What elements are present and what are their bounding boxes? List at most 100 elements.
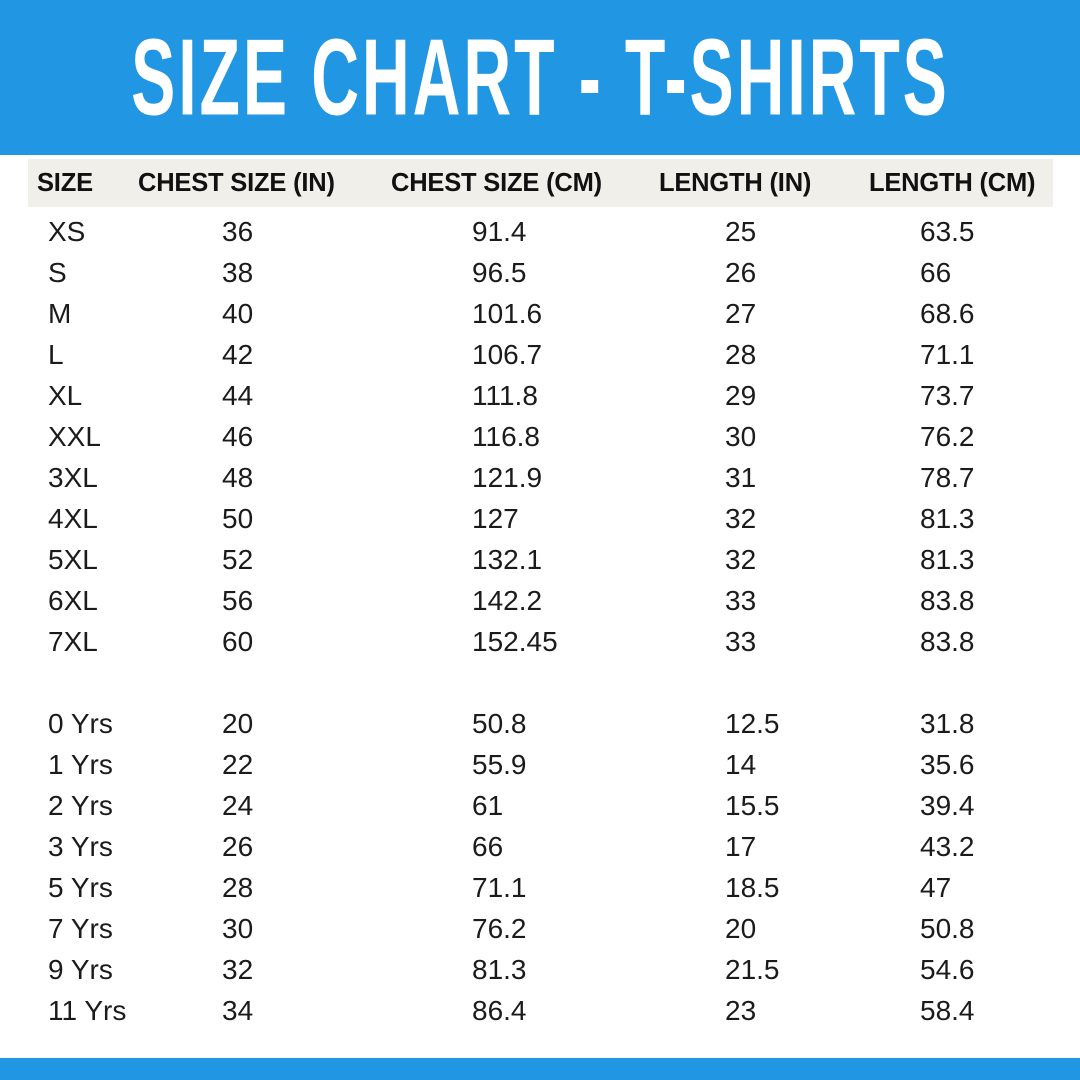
cell-lenin: 28 — [725, 338, 757, 370]
table-row: S 38 96.5 26 66 — [0, 252, 1080, 293]
table-row: 3 Yrs 26 66 17 43.2 — [0, 826, 1080, 867]
cell-lencm: 47 — [920, 871, 952, 903]
cell-lenin: 14 — [725, 748, 757, 780]
cell-size: S — [48, 256, 67, 288]
cell-size: 4XL — [48, 502, 98, 534]
cell-lencm: 83.8 — [920, 625, 975, 657]
cell-lencm: 43.2 — [920, 830, 975, 862]
cell-size: 11 Yrs — [48, 994, 127, 1026]
cell-lencm: 66 — [920, 256, 952, 288]
cell-chestin: 30 — [222, 912, 254, 944]
cell-lencm: 58.4 — [920, 994, 975, 1026]
cell-lencm: 68.6 — [920, 297, 975, 329]
cell-chestcm: 116.8 — [472, 420, 540, 452]
cell-chestin: 46 — [222, 420, 254, 452]
page-title: SIZE CHART - T-SHIRTS — [130, 17, 950, 138]
cell-size: XL — [48, 379, 83, 411]
cell-size: 3 Yrs — [48, 830, 113, 862]
table-row: 0 Yrs 20 50.8 12.5 31.8 — [0, 703, 1080, 744]
cell-lencm: 50.8 — [920, 912, 975, 944]
cell-size: 1 Yrs — [48, 748, 113, 780]
size-table: SIZE CHEST SIZE (IN) CHEST SIZE (CM) LEN… — [0, 155, 1080, 211]
cell-chestin: 60 — [222, 625, 254, 657]
cell-chestcm: 86.4 — [472, 994, 527, 1026]
cell-chestcm: 50.8 — [472, 707, 527, 739]
column-header-length-cm-label: LENGTH (CM) — [856, 159, 1053, 207]
cell-chestin: 26 — [222, 830, 254, 862]
cell-lencm: 73.7 — [920, 379, 975, 411]
cell-chestcm: 55.9 — [472, 748, 527, 780]
column-header-size: SIZE — [0, 155, 128, 211]
table-row: XXL 46 116.8 30 76.2 — [0, 416, 1080, 457]
table-header: SIZE CHEST SIZE (IN) CHEST SIZE (CM) LEN… — [0, 155, 1080, 211]
cell-chestcm: 121.9 — [472, 461, 543, 493]
cell-chestcm: 91.4 — [472, 215, 527, 247]
cell-chestin: 34 — [222, 994, 254, 1026]
cell-chestin: 38 — [222, 256, 254, 288]
cell-lenin: 31 — [725, 461, 757, 493]
table-row: XS 36 91.4 25 63.5 — [0, 211, 1080, 252]
table-row: XL 44 111.8 29 73.7 — [0, 375, 1080, 416]
cell-chestin: 50 — [222, 502, 254, 534]
table-row: 2 Yrs 24 61 15.5 39.4 — [0, 785, 1080, 826]
column-header-length-in: LENGTH (IN) — [646, 155, 865, 211]
cell-chestin: 20 — [222, 707, 254, 739]
cell-lenin: 17 — [725, 830, 757, 862]
cell-size: 2 Yrs — [48, 789, 113, 821]
cell-lenin: 27 — [725, 297, 757, 329]
column-header-chest-cm-label: CHEST SIZE (CM) — [378, 159, 653, 207]
cell-chestcm: 81.3 — [472, 953, 527, 985]
cell-lencm: 35.6 — [920, 748, 975, 780]
cell-lenin: 20 — [725, 912, 757, 944]
cell-chestin: 28 — [222, 871, 254, 903]
cell-lencm: 54.6 — [920, 953, 975, 985]
cell-chestin: 56 — [222, 584, 254, 616]
cell-lenin: 25 — [725, 215, 757, 247]
cell-size: 7 Yrs — [48, 912, 113, 944]
cell-lenin: 15.5 — [725, 789, 780, 821]
cell-lenin: 26 — [725, 256, 757, 288]
cell-lencm: 31.8 — [920, 707, 975, 739]
cell-chestcm: 71.1 — [472, 871, 527, 903]
cell-lencm: 81.3 — [920, 502, 975, 534]
column-header-length-cm: LENGTH (CM) — [856, 155, 1080, 211]
table-row: 7 Yrs 30 76.2 20 50.8 — [0, 908, 1080, 949]
cell-lenin: 21.5 — [725, 953, 780, 985]
cell-chestcm: 106.7 — [472, 338, 543, 370]
cell-chestcm: 142.2 — [472, 584, 543, 616]
cell-lencm: 76.2 — [920, 420, 975, 452]
cell-chestcm: 76.2 — [472, 912, 527, 944]
cell-lenin: 32 — [725, 502, 757, 534]
column-header-length-in-label: LENGTH (IN) — [646, 159, 865, 207]
cell-chestcm: 127 — [472, 502, 519, 534]
cell-chestin: 24 — [222, 789, 254, 821]
cell-size: 3XL — [48, 461, 98, 493]
cell-lenin: 12.5 — [725, 707, 780, 739]
table-header-row: SIZE CHEST SIZE (IN) CHEST SIZE (CM) LEN… — [0, 155, 1080, 211]
cell-chestin: 40 — [222, 297, 254, 329]
cell-chestcm: 66 — [472, 830, 504, 862]
cell-size: 6XL — [48, 584, 98, 616]
cell-chestcm: 61 — [472, 789, 504, 821]
cell-lencm: 81.3 — [920, 543, 975, 575]
table-row: 11 Yrs 34 86.4 23 58.4 — [0, 990, 1080, 1031]
column-header-chest-cm: CHEST SIZE (CM) — [378, 155, 653, 211]
table-row: 6XL 56 142.2 33 83.8 — [0, 580, 1080, 621]
cell-size: 5 Yrs — [48, 871, 113, 903]
table-row: 3XL 48 121.9 31 78.7 — [0, 457, 1080, 498]
cell-size: 7XL — [48, 625, 98, 657]
cell-chestcm: 152.45 — [472, 625, 558, 657]
cell-lenin: 32 — [725, 543, 757, 575]
cell-chestcm: 111.8 — [472, 379, 538, 411]
cell-lencm: 78.7 — [920, 461, 975, 493]
cell-lenin: 33 — [725, 584, 757, 616]
table-row: 4XL 50 127 32 81.3 — [0, 498, 1080, 539]
cell-chestin: 22 — [222, 748, 254, 780]
column-header-chest-in-label: CHEST SIZE (IN) — [125, 159, 383, 207]
table-row: 5XL 52 132.1 32 81.3 — [0, 539, 1080, 580]
table-row: 1 Yrs 22 55.9 14 35.6 — [0, 744, 1080, 785]
group-spacer — [0, 662, 1080, 703]
cell-chestin: 44 — [222, 379, 254, 411]
column-header-chest-in: CHEST SIZE (IN) — [125, 155, 383, 211]
